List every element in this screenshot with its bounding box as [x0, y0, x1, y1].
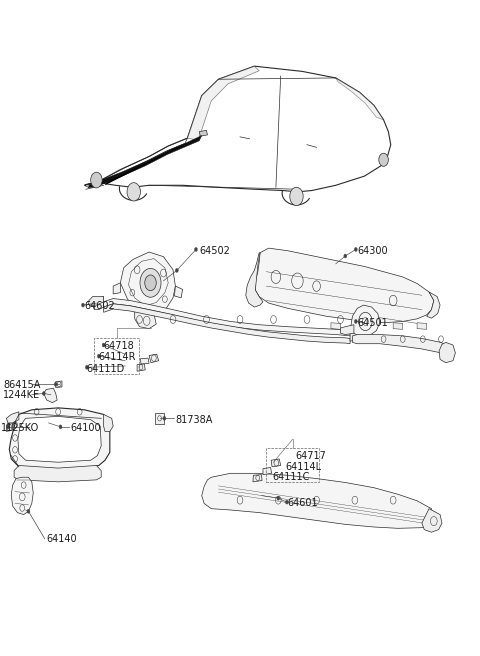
Text: 1125KO: 1125KO — [0, 422, 39, 432]
Polygon shape — [439, 342, 456, 363]
Circle shape — [127, 182, 141, 201]
Circle shape — [379, 154, 388, 167]
Circle shape — [82, 303, 84, 307]
Text: 81738A: 81738A — [175, 415, 213, 424]
Circle shape — [354, 319, 357, 323]
Text: 64140: 64140 — [46, 534, 77, 544]
Circle shape — [27, 509, 30, 513]
Polygon shape — [137, 364, 145, 371]
Polygon shape — [263, 468, 272, 475]
Polygon shape — [350, 331, 359, 341]
Text: 64717: 64717 — [295, 451, 326, 461]
Polygon shape — [56, 381, 62, 388]
Polygon shape — [255, 248, 434, 323]
Polygon shape — [93, 297, 104, 310]
Polygon shape — [88, 136, 202, 188]
Circle shape — [354, 247, 357, 251]
Polygon shape — [88, 297, 104, 305]
Polygon shape — [360, 323, 369, 329]
Text: 64601: 64601 — [288, 499, 319, 508]
Circle shape — [54, 382, 57, 386]
Polygon shape — [14, 466, 101, 482]
Polygon shape — [104, 304, 350, 344]
Circle shape — [140, 268, 161, 297]
Polygon shape — [422, 508, 442, 532]
Text: 64111C: 64111C — [272, 472, 310, 482]
Text: 64114R: 64114R — [99, 352, 136, 363]
Polygon shape — [104, 298, 350, 336]
Text: 64602: 64602 — [84, 301, 115, 312]
Polygon shape — [120, 252, 175, 314]
Circle shape — [145, 275, 156, 291]
Polygon shape — [187, 66, 259, 140]
Text: 1244KE: 1244KE — [3, 390, 40, 400]
Polygon shape — [427, 292, 440, 318]
Polygon shape — [271, 459, 281, 467]
Polygon shape — [155, 413, 164, 424]
Circle shape — [85, 365, 88, 369]
Polygon shape — [331, 323, 340, 329]
Polygon shape — [6, 412, 19, 423]
Text: 64718: 64718 — [104, 341, 134, 352]
Polygon shape — [202, 474, 434, 528]
Circle shape — [6, 425, 9, 429]
Bar — [266, 449, 319, 483]
Polygon shape — [199, 131, 207, 136]
Polygon shape — [174, 286, 182, 298]
Text: 64501: 64501 — [357, 318, 388, 328]
Polygon shape — [6, 424, 12, 432]
Polygon shape — [113, 283, 120, 294]
Circle shape — [97, 354, 100, 358]
Polygon shape — [135, 311, 156, 329]
Circle shape — [194, 247, 197, 251]
Polygon shape — [141, 358, 149, 364]
Circle shape — [42, 392, 45, 396]
Text: 64502: 64502 — [199, 246, 230, 256]
Polygon shape — [104, 415, 113, 432]
Polygon shape — [18, 417, 101, 462]
Polygon shape — [336, 78, 384, 120]
Circle shape — [59, 425, 62, 429]
Polygon shape — [246, 253, 263, 307]
Bar — [94, 338, 140, 374]
Circle shape — [286, 500, 288, 504]
Polygon shape — [417, 323, 427, 329]
Polygon shape — [393, 323, 403, 329]
Polygon shape — [105, 144, 187, 185]
Polygon shape — [9, 408, 110, 470]
Polygon shape — [351, 305, 380, 337]
Polygon shape — [253, 475, 262, 482]
Polygon shape — [352, 335, 451, 354]
Circle shape — [102, 343, 105, 347]
Circle shape — [344, 254, 347, 258]
Polygon shape — [44, 388, 57, 403]
Text: 64100: 64100 — [70, 422, 101, 432]
Circle shape — [175, 268, 178, 272]
Text: 64111D: 64111D — [87, 363, 125, 373]
Text: 64114L: 64114L — [286, 462, 322, 472]
Text: 64300: 64300 — [357, 246, 388, 256]
Text: 86415A: 86415A — [3, 380, 40, 390]
Circle shape — [290, 187, 303, 205]
Circle shape — [163, 417, 166, 420]
Polygon shape — [149, 354, 158, 363]
Polygon shape — [340, 325, 354, 335]
Circle shape — [277, 496, 280, 500]
Polygon shape — [11, 478, 33, 514]
Circle shape — [91, 173, 102, 188]
